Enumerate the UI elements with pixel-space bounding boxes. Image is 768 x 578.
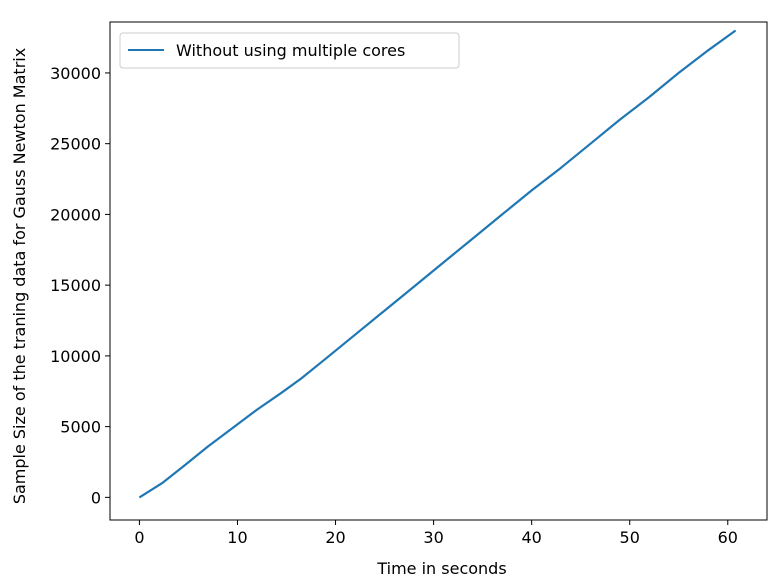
y-tick-label: 25000 — [50, 135, 101, 154]
y-axis-label: Sample Size of the traning data for Gaus… — [10, 48, 29, 504]
plot-area — [109, 21, 768, 521]
y-axis: 0 5000 10000 15000 20000 25000 30000 — [50, 64, 110, 507]
x-axis: 0 10 20 30 40 50 60 — [134, 520, 738, 547]
legend-entry-label: Without using multiple cores — [176, 41, 405, 60]
x-tick-label: 20 — [325, 528, 345, 547]
y-tick-label: 20000 — [50, 205, 101, 224]
y-tick-label: 5000 — [60, 418, 101, 437]
series-layer — [138, 29, 737, 499]
y-tick-label: 15000 — [50, 276, 101, 295]
x-tick-label: 0 — [134, 528, 144, 547]
series-line-0 — [138, 29, 737, 499]
x-tick-label: 50 — [620, 528, 640, 547]
plot-frame — [109, 21, 768, 521]
legend: Without using multiple cores — [119, 32, 460, 69]
x-tick-label: 30 — [423, 528, 443, 547]
y-tick-label: 10000 — [50, 347, 101, 366]
x-axis-label: Time in seconds — [376, 559, 506, 578]
x-tick-label: 60 — [718, 528, 738, 547]
x-tick-label: 40 — [521, 528, 541, 547]
y-tick-label: 0 — [91, 488, 101, 507]
legend-box — [119, 32, 460, 69]
x-tick-label: 10 — [227, 528, 247, 547]
y-tick-label: 30000 — [50, 64, 101, 83]
